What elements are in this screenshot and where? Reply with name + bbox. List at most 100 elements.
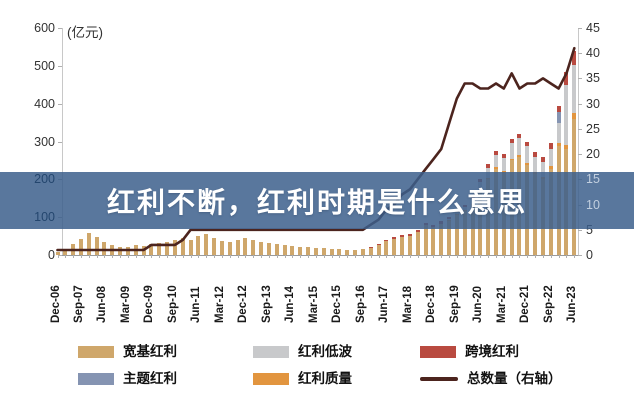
x-axis-tick: [284, 255, 286, 258]
bar-segment-宽基红利: [219, 240, 224, 255]
bar-segment-跨境红利: [556, 105, 561, 112]
x-axis-tick: [574, 255, 576, 258]
bar-segment-跨境红利: [407, 234, 412, 237]
bar-segment-宽基红利: [71, 243, 76, 255]
legend-item-1: 宽基红利: [78, 344, 177, 360]
legend-swatch-bar: [420, 346, 456, 358]
x-tick-label: Jun-23: [566, 285, 579, 323]
left-axis-tick-label: 100: [34, 210, 55, 225]
left-axis-tick: [58, 255, 62, 256]
x-tick-label: Dec-12: [237, 285, 250, 323]
x-axis-tick: [276, 255, 278, 258]
left-axis-tick: [58, 141, 62, 143]
legend-label: 跨境红利: [465, 344, 519, 360]
bar-segment-跨境红利: [376, 243, 381, 245]
x-tick-label: Mar-18: [401, 285, 414, 323]
x-tick-label: Jun-08: [96, 285, 109, 323]
bar-segment-红利低波: [556, 123, 561, 144]
legend-swatch-bar: [253, 346, 289, 358]
x-tick-label: Dec-18: [425, 285, 438, 323]
bar-segment-宽基红利: [266, 242, 271, 255]
x-tick-label: Sep-10: [166, 285, 179, 323]
bar-segment-跨境红利: [572, 50, 577, 65]
x-tick-label: Sep-13: [260, 285, 273, 323]
x-axis-tick: [370, 255, 372, 258]
x-axis-tick: [503, 255, 505, 258]
bar-segment-跨境红利: [548, 143, 553, 149]
bar-segment-宽基红利: [243, 237, 248, 255]
bar-segment-宽基红利: [290, 245, 295, 255]
bar-segment-红利质量: [548, 166, 553, 169]
right-axis-tick: [578, 78, 582, 80]
right-axis-tick-label: 15: [586, 172, 600, 187]
x-axis-tick: [488, 255, 490, 258]
bar-segment-红利低波: [525, 146, 530, 163]
right-axis-tick-label: 20: [586, 147, 600, 162]
bar-segment-红利质量: [556, 143, 561, 147]
x-axis-tick: [441, 255, 443, 258]
right-axis-tick-label: 0: [586, 248, 593, 262]
bar-segment-跨境红利: [400, 234, 405, 237]
legend-item-4: 主题红利: [78, 371, 177, 387]
x-axis-tick: [425, 255, 427, 258]
bar-segment-宽基红利: [78, 238, 83, 255]
bar-segment-宽基红利: [415, 231, 420, 255]
legend-label: 主题红利: [123, 371, 177, 387]
bar-segment-宽基红利: [86, 233, 91, 255]
legend-item-5: 红利质量: [253, 371, 352, 387]
right-axis-line: [578, 28, 579, 255]
legend-swatch-bar: [78, 346, 114, 358]
bar-segment-宽基红利: [227, 241, 232, 255]
bar-segment-红利质量: [509, 158, 514, 161]
bar-segment-宽基红利: [329, 248, 334, 255]
bar-segment-宽基红利: [157, 242, 162, 255]
left-axis-tick: [58, 65, 62, 67]
left-axis-tick: [58, 28, 62, 29]
left-axis-tick-label: 600: [34, 21, 55, 35]
right-axis-tick-label: 5: [586, 222, 593, 237]
x-axis-tick: [495, 255, 497, 258]
x-axis-tick: [159, 255, 161, 258]
bar-segment-宽基红利: [102, 241, 107, 255]
x-tick-label: Mar-12: [213, 285, 226, 323]
legend-label: 红利低波: [298, 344, 352, 360]
bar-segment-宽基红利: [212, 237, 217, 255]
legend-label: 总数量（右轴）: [467, 371, 562, 387]
x-axis-tick: [96, 255, 98, 258]
x-axis-tick: [472, 255, 474, 258]
x-axis-tick: [449, 255, 450, 258]
banner-title-text: 红利不断，红利时期是什么意思: [106, 186, 527, 218]
x-axis-tick: [433, 255, 435, 258]
bar-segment-红利质量: [572, 113, 577, 119]
bar-segment-红利质量: [493, 166, 498, 169]
x-axis-tick: [198, 255, 200, 258]
bar-segment-宽基红利: [360, 249, 365, 255]
bar-segment-宽基红利: [204, 234, 209, 255]
x-axis-tick: [73, 255, 75, 258]
x-axis-tick: [104, 255, 106, 258]
right-axis-tick-label: 10: [586, 197, 600, 212]
bar-segment-红利低波: [572, 64, 577, 114]
x-axis-tick: [174, 255, 176, 258]
x-tick-label: Jun-14: [284, 285, 297, 323]
x-axis-tick: [135, 255, 137, 258]
bar-segment-宽基红利: [392, 238, 397, 255]
bar-segment-宽基红利: [118, 246, 123, 255]
bar-segment-宽基红利: [110, 244, 115, 255]
bar-segment-宽基红利: [133, 244, 138, 255]
x-axis-tick: [57, 255, 59, 258]
x-tick-label: Dec-21: [519, 285, 532, 323]
x-axis-tick: [261, 255, 263, 258]
left-axis-tick-label: 200: [34, 172, 55, 187]
legend-swatch-bar: [253, 373, 289, 385]
bar-segment-宽基红利: [180, 237, 185, 255]
x-axis-tick: [331, 255, 333, 258]
legend-swatch-line: [420, 377, 458, 381]
bar-segment-宽基红利: [141, 245, 146, 255]
x-axis-tick: [300, 255, 302, 258]
left-axis-tick: [58, 103, 62, 105]
x-axis-tick: [519, 255, 521, 258]
x-axis-tick: [566, 255, 568, 258]
x-axis-tick: [80, 255, 82, 258]
right-axis-tick: [578, 229, 582, 231]
